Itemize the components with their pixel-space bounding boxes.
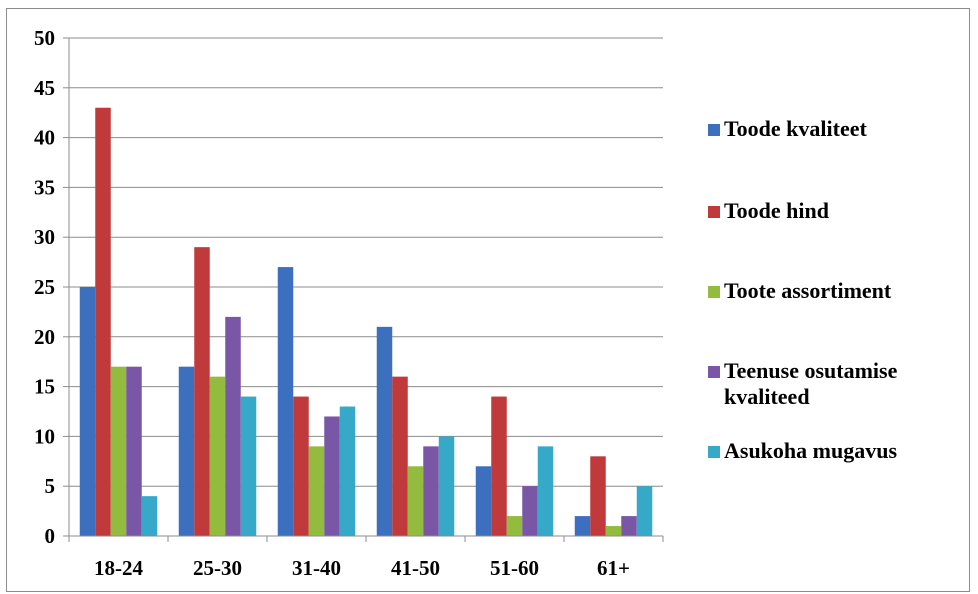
bar xyxy=(209,376,226,536)
x-tick-label: 25-30 xyxy=(193,556,242,580)
bar xyxy=(178,366,195,536)
bar xyxy=(522,486,538,536)
y-tick-label: 35 xyxy=(34,175,55,199)
legend-item: Toode kvaliteet xyxy=(708,116,964,142)
bar xyxy=(141,496,158,536)
legend-item: Teenuse osutamise kvaliteed xyxy=(708,358,964,410)
legend-label: Toode kvaliteet xyxy=(724,116,867,141)
bar xyxy=(126,366,142,536)
bar xyxy=(491,396,507,536)
legend-label: Asukoha mugavus xyxy=(724,438,898,463)
x-tick-label: 61+ xyxy=(597,556,630,580)
bar xyxy=(574,516,591,536)
legend-label: Teenuse osutamise kvaliteed xyxy=(724,358,898,409)
legend-label: Toote assortiment xyxy=(724,278,892,303)
bar xyxy=(475,466,492,536)
bar xyxy=(194,247,210,536)
bar xyxy=(308,446,325,536)
y-tick-label: 45 xyxy=(34,76,55,100)
x-axis-tick-labels: 18-24 25-30 31-40 41-50 51-60 61+ xyxy=(94,556,630,580)
y-tick-label: 30 xyxy=(34,225,55,249)
legend-item: Asukoha mugavus xyxy=(708,438,964,464)
bar xyxy=(537,446,554,536)
legend-swatch xyxy=(708,206,720,218)
bar xyxy=(293,396,309,536)
bar xyxy=(79,287,96,536)
bar xyxy=(339,406,356,536)
bar xyxy=(95,107,111,536)
bar xyxy=(621,516,637,536)
bar xyxy=(506,516,523,536)
y-tick-label: 25 xyxy=(34,275,55,299)
y-tick-label: 50 xyxy=(34,26,55,50)
y-tick-label: 20 xyxy=(34,325,55,349)
bar xyxy=(110,366,127,536)
x-tick-label: 51-60 xyxy=(490,556,539,580)
x-tick-label: 18-24 xyxy=(94,556,143,580)
y-tick-label: 40 xyxy=(34,126,55,150)
x-tick-label: 41-50 xyxy=(391,556,440,580)
bar xyxy=(277,267,294,536)
bar xyxy=(407,466,424,536)
y-tick-label: 15 xyxy=(34,375,55,399)
bar xyxy=(605,526,622,536)
legend-swatch xyxy=(708,366,720,378)
bars xyxy=(79,107,653,536)
legend-item: Toote assortiment xyxy=(708,278,964,304)
bar xyxy=(225,316,241,536)
y-tick-label: 5 xyxy=(45,474,56,498)
legend-swatch xyxy=(708,446,720,458)
bar xyxy=(438,436,455,536)
legend-label: Toode hind xyxy=(724,198,829,223)
bar xyxy=(324,416,340,536)
bar xyxy=(392,376,408,536)
bar xyxy=(636,486,653,536)
legend-item: Toode hind xyxy=(708,198,964,224)
legend-swatch xyxy=(708,124,720,136)
bar xyxy=(423,446,439,536)
y-tick-label: 0 xyxy=(45,524,56,548)
axes xyxy=(63,37,664,542)
legend-swatch xyxy=(708,286,720,298)
y-tick-label: 10 xyxy=(34,424,55,448)
x-tick-label: 31-40 xyxy=(292,556,341,580)
bar xyxy=(240,396,257,536)
y-axis-tick-labels: 0 5 10 15 20 25 30 35 40 45 50 xyxy=(34,26,55,548)
bar xyxy=(376,326,393,536)
bar xyxy=(590,456,606,536)
gridlines xyxy=(69,37,663,487)
